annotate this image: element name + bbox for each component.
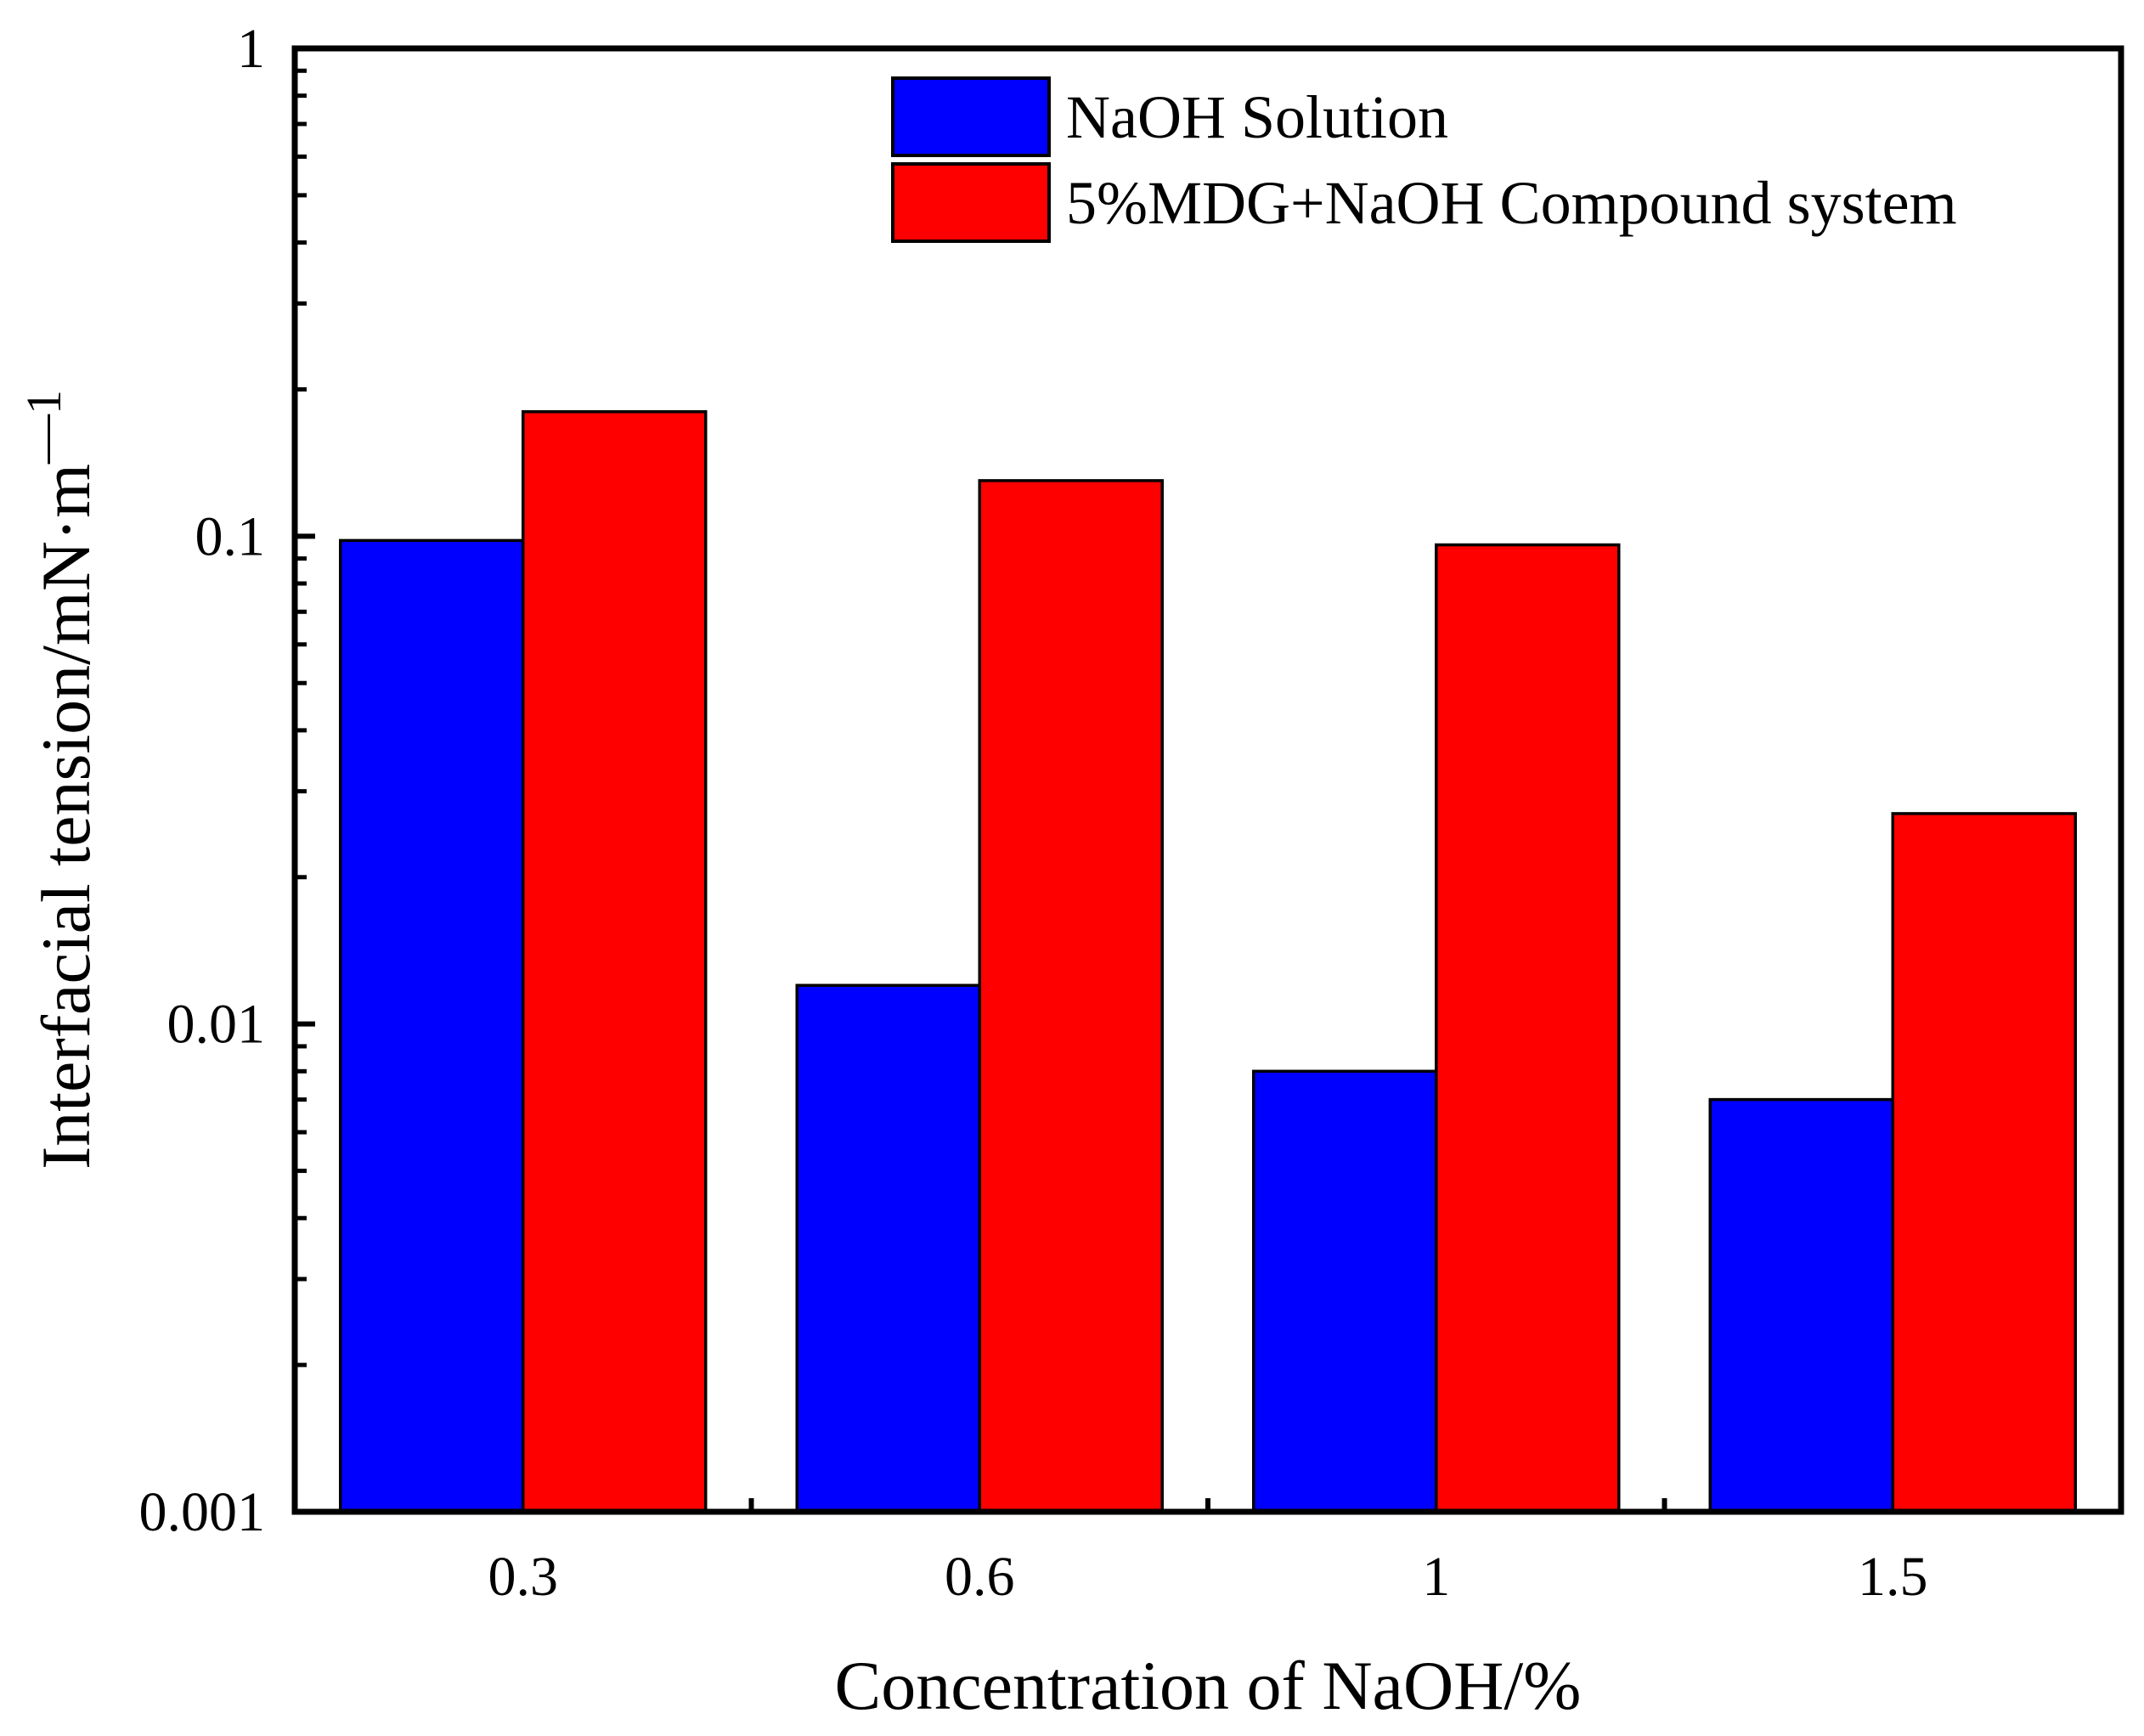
bar-compound-1 [1435, 543, 1621, 1513]
bar-naoh-0.6 [795, 984, 981, 1513]
x-tick-label: 1 [1422, 1546, 1450, 1608]
plot-frame [291, 45, 2124, 1515]
bar-compound-0.3 [522, 409, 708, 1513]
x-tick-label: 0.3 [488, 1546, 559, 1608]
bar-naoh-1 [1252, 1069, 1438, 1513]
y-axis-title-exponent: —1 [16, 390, 71, 465]
bar-compound-1.5 [1891, 812, 2077, 1513]
legend-swatch-naoh [891, 76, 1051, 157]
x-tick-label: 1.5 [1858, 1546, 1928, 1608]
x-tick-label: 0.6 [945, 1546, 1015, 1608]
bar-compound-0.6 [978, 479, 1164, 1513]
svg-text:Interfacial tension/mN·m—1: Interfacial tension/mN·m—1 [16, 390, 104, 1170]
legend-label-naoh: NaOH Solution [1066, 83, 1448, 151]
y-tick-label: 0.001 [139, 1481, 266, 1543]
y-tick-label: 0.01 [167, 994, 266, 1056]
bar-naoh-1.5 [1708, 1097, 1894, 1513]
y-tick-label: 1 [237, 18, 265, 80]
legend-label-compound: 5%MDG+NaOH Compound system [1066, 169, 1957, 237]
ticks-layer: 0.3 0.6 1 1.5 0.001 0.01 0.1 1 [139, 18, 1928, 1608]
bar-naoh-0.3 [339, 538, 525, 1513]
y-tick-label: 0.1 [195, 505, 266, 567]
legend: NaOH Solution 5%MDG+NaOH Compound system [891, 76, 1957, 243]
bars-layer [339, 409, 2077, 1513]
legend-swatch-compound [891, 162, 1051, 243]
x-axis-title: Concentration of NaOH/% [835, 1647, 1582, 1724]
y-axis-title-main: Interfacial tension/mN·m [27, 464, 104, 1170]
y-axis-title: Interfacial tension/mN·m—1 [16, 390, 104, 1170]
